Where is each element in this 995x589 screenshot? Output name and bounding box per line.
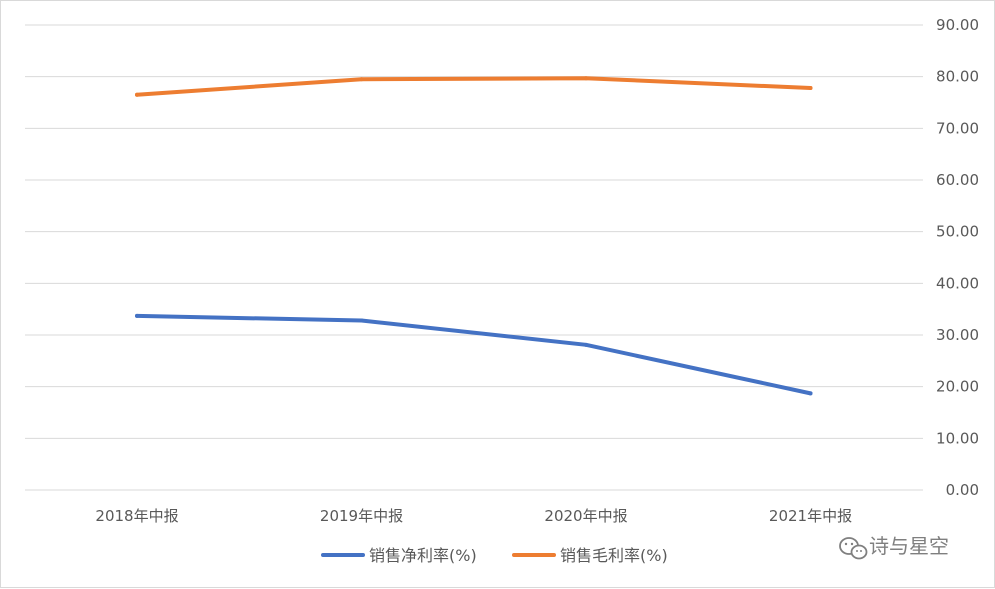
series-1-point xyxy=(808,391,813,396)
y-tick-label: 30.00 xyxy=(936,326,979,344)
axis-labels: 0.00 10.00 20.00 30.00 40.00 50.00 60.00 70.00 8… xyxy=(95,16,979,525)
grid-lines xyxy=(25,24,923,491)
x-tick-label: 2021年中报 xyxy=(769,507,852,525)
series-1-point xyxy=(584,342,588,347)
y-tick-label: 90.00 xyxy=(936,16,979,34)
legend: 销售净利率(%) 销售毛利率(%) xyxy=(321,546,668,565)
y-tick-label: 80.00 xyxy=(936,68,979,86)
series-layer xyxy=(135,76,813,396)
series-2-point xyxy=(808,86,813,91)
y-tick-label: 20.00 xyxy=(936,378,979,396)
series-2-point xyxy=(359,77,364,82)
series-1-point xyxy=(135,313,139,318)
series-2-point xyxy=(135,92,139,97)
watermark-text: 诗与星空 xyxy=(869,534,949,558)
x-tick-label: 2019年中报 xyxy=(320,507,403,525)
watermark: 诗与星空 xyxy=(839,534,949,560)
series-line-2 xyxy=(135,76,813,97)
y-tick-label: 0.00 xyxy=(946,481,979,499)
series-1-point xyxy=(359,318,364,323)
series-2-point xyxy=(584,76,588,81)
x-tick-label: 2020年中报 xyxy=(544,507,627,525)
y-tick-label: 40.00 xyxy=(936,274,979,292)
wechat-icon xyxy=(839,537,868,560)
y-tick-label: 50.00 xyxy=(936,223,979,241)
y-tick-label: 10.00 xyxy=(936,429,979,447)
legend-label: 销售毛利率(%) xyxy=(560,546,668,565)
legend-label: 销售净利率(%) xyxy=(369,546,477,565)
x-tick-label: 2018年中报 xyxy=(95,507,178,525)
y-tick-label: 60.00 xyxy=(936,171,979,189)
series-line-1 xyxy=(135,313,813,396)
y-tick-label: 70.00 xyxy=(936,119,979,137)
